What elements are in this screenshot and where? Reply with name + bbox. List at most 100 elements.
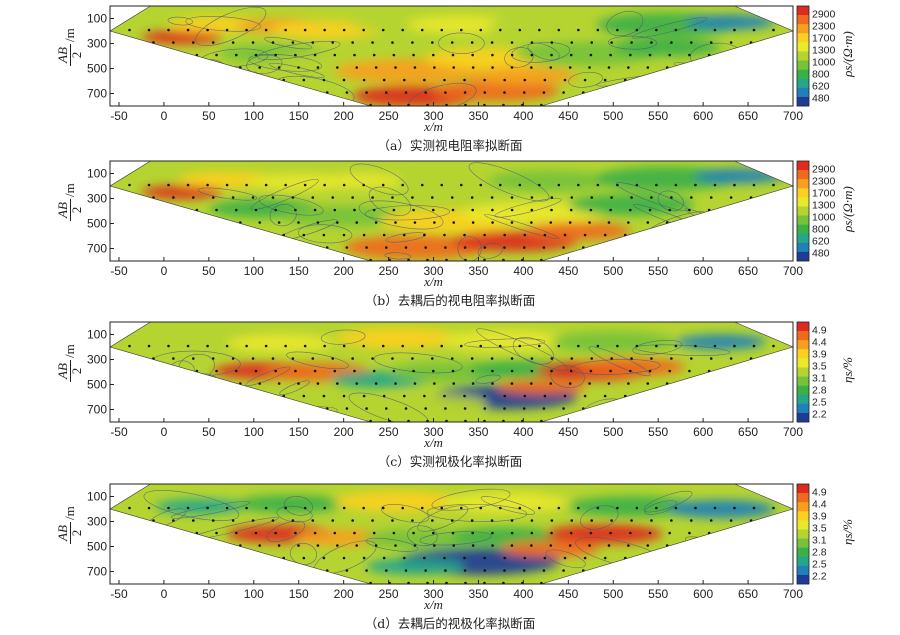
anomaly-zone <box>577 358 686 376</box>
measurement-point <box>297 221 300 224</box>
measurement-point <box>444 246 447 249</box>
x-tick-label: 550 <box>648 109 668 123</box>
measurement-point <box>459 183 463 187</box>
measurement-point <box>549 221 553 224</box>
measurement-point <box>648 53 652 57</box>
measurement-point <box>463 556 466 560</box>
measurement-point <box>491 208 494 212</box>
measurement-point <box>382 233 386 237</box>
measurement-point <box>167 28 170 32</box>
measurement-point <box>603 556 607 560</box>
measurement-point <box>772 28 775 32</box>
measurement-point <box>549 66 553 69</box>
measurement-point <box>609 369 612 373</box>
measurement-point <box>490 519 494 522</box>
measurement-point <box>381 344 385 348</box>
measurement-point <box>470 196 474 199</box>
colorbar-tick-label: 2.2 <box>812 409 827 421</box>
x-tick-label: -50 <box>110 109 128 123</box>
measurement-point <box>433 221 436 224</box>
contour-line <box>545 549 586 569</box>
measurement-point <box>372 53 376 57</box>
measurement-point <box>610 357 613 360</box>
colorbar-tick-label: 2.8 <box>812 547 827 559</box>
measurement-point <box>523 394 527 398</box>
measurement-point <box>463 91 467 94</box>
caption-a: （a）实测视电阻率拟断面 <box>378 138 523 153</box>
y-tick-label: 500 <box>87 540 107 554</box>
measurement-point <box>490 357 494 360</box>
measurement-point <box>443 78 446 82</box>
measurement-point <box>503 78 507 82</box>
plot-frame-d <box>109 483 794 585</box>
measurement-point <box>401 344 405 348</box>
measurement-point <box>510 53 514 57</box>
measurement-point <box>362 556 366 560</box>
measurement-point <box>284 183 287 187</box>
measurement-point <box>503 407 506 410</box>
measurement-point <box>543 78 547 82</box>
measurement-point <box>568 221 572 224</box>
anomaly-zone <box>433 80 560 102</box>
x-tick-label: 150 <box>289 425 309 439</box>
measurement-point <box>452 544 456 547</box>
measurement-point <box>365 407 368 410</box>
measurement-point <box>313 208 317 212</box>
measurement-point <box>670 357 673 360</box>
contour-line <box>457 236 482 261</box>
measurement-point <box>316 382 320 385</box>
colorbar-tick-label: 2900 <box>812 164 836 176</box>
measurement-point <box>128 506 131 510</box>
measurement-point <box>355 382 359 385</box>
measurement-point <box>563 78 567 82</box>
plot-frame-b <box>109 160 794 262</box>
measurement-point <box>530 369 534 373</box>
measurement-point <box>674 506 678 510</box>
colorbar-label-a: ρs/(Ω·m) <box>840 31 855 78</box>
measurement-point <box>215 53 218 57</box>
anomaly-zone <box>568 194 695 216</box>
measurement-point <box>609 53 612 57</box>
measurement-point <box>258 382 262 385</box>
measurement-point <box>333 208 337 212</box>
measurement-point <box>225 506 229 510</box>
measurement-point <box>191 196 195 199</box>
measurement-point <box>674 183 678 187</box>
x-tick-label: 50 <box>202 109 216 123</box>
measurement-point <box>245 344 248 348</box>
measurement-point <box>630 519 633 522</box>
measurement-point <box>362 394 366 398</box>
y-tick-label: 300 <box>87 515 107 529</box>
measurement-point <box>646 221 650 224</box>
measurement-point <box>550 531 553 535</box>
x-tick-label: 700 <box>783 587 803 601</box>
measurement-point <box>491 221 494 224</box>
measurement-point <box>772 344 775 348</box>
measurement-point <box>333 53 337 57</box>
measurement-point <box>670 41 673 44</box>
measurement-point <box>522 91 526 94</box>
measurement-point <box>215 531 218 535</box>
contour-line <box>606 10 644 37</box>
colorbar-segment <box>797 511 809 521</box>
measurement-point <box>491 53 494 57</box>
contour-line <box>364 205 450 221</box>
contour-line <box>644 500 678 515</box>
measurement-point <box>372 369 376 373</box>
caption-d: （d）去耦后的视极化率拟断面 <box>365 616 536 631</box>
contour-line <box>476 328 569 372</box>
anomaly-zone <box>334 327 461 349</box>
x-axis-label-a: x/m <box>423 119 443 134</box>
x-tick-label: 150 <box>289 109 309 123</box>
measurement-point <box>351 41 354 44</box>
measurement-point <box>530 531 534 535</box>
measurement-point <box>563 394 567 398</box>
measurement-point <box>277 544 281 547</box>
measurement-point <box>471 208 474 212</box>
measurement-point <box>607 66 611 69</box>
measurement-point <box>225 183 229 187</box>
contour-line <box>205 220 229 238</box>
measurement-point <box>463 233 466 237</box>
measurement-point <box>245 506 248 510</box>
colorbar-tick-label: 2.5 <box>812 397 827 409</box>
